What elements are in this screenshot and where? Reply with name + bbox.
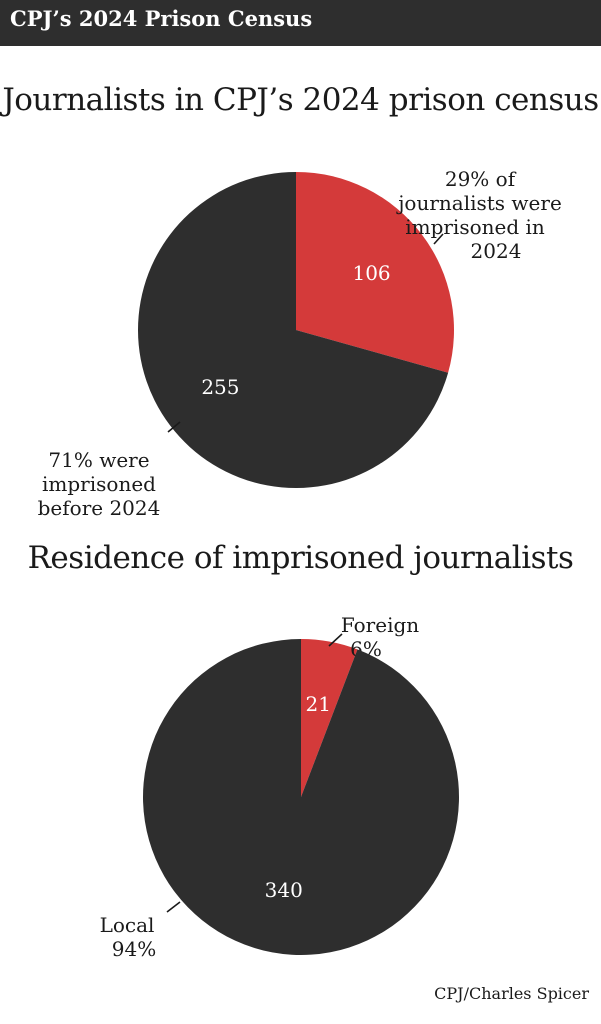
annotation-line: imprisoned in (405, 215, 545, 239)
chart-title-residence: Residence of imprisoned journalists (27, 540, 574, 576)
annotation-line: before 2024 (38, 496, 161, 520)
annotation-leader-line (167, 421, 181, 433)
pie-slice-foreign (301, 639, 358, 797)
pie-slice-imprisoned-in-2024 (296, 172, 455, 373)
annotation-line: 2024 (471, 239, 522, 263)
annotation-line: journalists were (396, 191, 562, 215)
annotation-line: 94% (112, 937, 156, 961)
annotation-leader-line (166, 901, 181, 913)
slice-value-label: 255 (201, 375, 239, 399)
slice-value-label: 106 (352, 261, 390, 285)
header-bar: CPJ’s 2024 Prison Census (0, 0, 601, 46)
annotation-line: Foreign (341, 613, 419, 637)
annotation-line: 29% of (445, 167, 517, 191)
annotation-line: imprisoned (42, 472, 156, 496)
chart-title-census: Journalists in CPJ’s 2024 prison census (2, 82, 599, 118)
header-title: CPJ’s 2024 Prison Census (10, 6, 313, 31)
pie-slice-local (143, 639, 459, 955)
annotation-line: Local (100, 913, 155, 937)
annotation-leader-line (328, 633, 343, 647)
slice-value-label: 340 (265, 878, 303, 902)
slice-value-label: 21 (306, 692, 331, 716)
annotation-line: 71% were (48, 448, 149, 472)
pie-slice-imprisoned-before-2024 (138, 172, 449, 489)
credit-text: CPJ/Charles Spicer (434, 984, 589, 1003)
annotation-leader-line (433, 233, 444, 245)
